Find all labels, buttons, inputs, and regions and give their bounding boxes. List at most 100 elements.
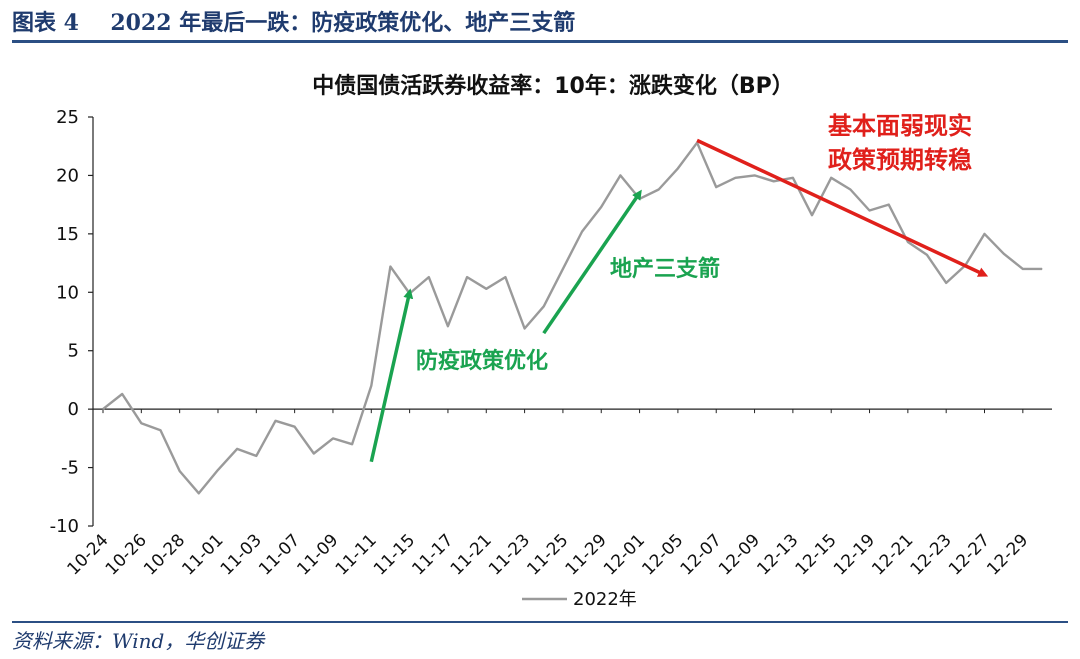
x-tick-label: 12-21	[868, 530, 917, 579]
arrow-property-policy	[542, 189, 642, 335]
x-tick-label: 12-07	[677, 530, 726, 579]
data-point	[753, 174, 756, 177]
arrow-downtrend	[696, 138, 989, 277]
data-point	[677, 167, 679, 170]
data-point	[121, 393, 123, 395]
data-point	[198, 492, 200, 494]
data-point	[619, 174, 622, 177]
data-point	[179, 470, 181, 472]
x-tick-label: 10-28	[140, 530, 189, 579]
x-tick-label: 11-29	[562, 530, 611, 579]
data-point	[562, 268, 564, 270]
figure-label: 图表 4	[12, 10, 79, 36]
data-point	[1022, 268, 1024, 270]
data-point	[658, 188, 660, 191]
annotation-policy-stable: 政策预期转稳	[828, 145, 972, 174]
x-tick-label: 11-15	[370, 530, 419, 579]
data-point	[1003, 253, 1005, 255]
data-point	[466, 276, 468, 278]
data-point	[236, 448, 238, 450]
data-point	[830, 177, 832, 179]
data-point	[907, 241, 909, 243]
data-point	[792, 177, 794, 179]
x-tick-label: 12-23	[907, 530, 956, 579]
footer-divider	[12, 621, 1068, 623]
data-point	[428, 276, 430, 278]
x-tick-label: 12-27	[945, 530, 994, 579]
data-point	[370, 385, 372, 387]
data-point	[888, 204, 890, 206]
y-tick-label: 0	[68, 399, 79, 420]
y-tick-label: -5	[61, 458, 79, 479]
y-tick-label: 25	[56, 107, 79, 128]
x-tick-label: 10-26	[102, 530, 151, 579]
data-point	[447, 325, 449, 327]
x-tick-label: 11-21	[447, 530, 496, 579]
data-point	[734, 177, 736, 179]
plot-area	[102, 141, 1043, 495]
x-tick-label: 12-05	[638, 530, 687, 579]
x-tick-label: 12-09	[715, 530, 764, 579]
data-point	[638, 198, 641, 200]
data-point	[1041, 268, 1043, 270]
data-point	[600, 206, 602, 208]
data-point	[504, 276, 507, 278]
data-point	[543, 305, 545, 307]
figure-header: 图表 4 2022 年最后一跌：防疫政策优化、地产三支箭	[12, 6, 1068, 40]
data-point	[983, 233, 986, 235]
annotation-property-policy: 地产三支箭	[610, 256, 720, 282]
x-tick-label: 10-24	[63, 530, 112, 579]
arrow-epidemic-policy	[369, 288, 414, 463]
source-note: 资料来源：Wind，华创证券	[12, 629, 265, 653]
y-tick-label: 15	[56, 224, 79, 245]
data-point	[485, 288, 487, 290]
legend: 2022年	[522, 589, 637, 610]
x-tick-label: 12-15	[792, 530, 841, 579]
x-tick-label: 11-01	[178, 530, 227, 579]
x-tick-label: 12-13	[753, 530, 802, 579]
x-tick-label: 11-25	[523, 530, 572, 579]
legend-label: 2022年	[573, 589, 637, 610]
x-tick-label: 12-01	[600, 530, 649, 579]
data-point	[313, 452, 315, 455]
data-point	[159, 429, 162, 431]
data-point	[773, 180, 775, 182]
data-point	[868, 209, 871, 212]
header-divider	[12, 40, 1068, 43]
series-line-2022	[102, 141, 1042, 495]
data-point	[523, 327, 526, 330]
x-tick-label: 12-29	[983, 530, 1032, 579]
y-tick-label: -10	[50, 516, 79, 537]
y-tick-label: 10	[56, 282, 79, 303]
x-tick-label: 11-11	[332, 530, 381, 579]
chart-title: 中债国债活跃券收益率：10年：涨跌变化（BP）	[312, 73, 794, 99]
data-point	[332, 437, 334, 439]
x-tick-label: 12-19	[830, 530, 879, 579]
figure-title: 2022 年最后一跌：防疫政策优化、地产三支箭	[110, 10, 576, 36]
data-point	[389, 265, 392, 268]
annotation-weak-fundamentals: 基本面弱现实	[828, 111, 972, 140]
data-point	[715, 186, 717, 188]
data-point	[945, 282, 947, 284]
axes: -10 -5 0 5 10 15 20 25 10-2410-2610-2811-0111-03…	[50, 107, 1052, 579]
data-point	[294, 426, 296, 428]
annotation-epidemic-policy: 防疫政策优化	[416, 348, 548, 374]
x-tick-label: 11-23	[485, 530, 534, 579]
x-tick-label: 11-09	[293, 530, 342, 579]
y-tick-label: 20	[56, 165, 79, 186]
data-point	[140, 422, 142, 424]
x-tick-label: 11-17	[408, 530, 457, 579]
x-tick-label: 11-07	[255, 530, 304, 579]
y-tick-label: 5	[68, 341, 79, 362]
data-point	[811, 214, 813, 216]
data-point	[274, 420, 277, 422]
data-point	[255, 455, 257, 457]
data-point	[351, 443, 353, 445]
x-tick-label: 11-03	[217, 530, 266, 579]
data-point	[926, 254, 928, 256]
data-point	[102, 408, 104, 410]
data-point	[217, 469, 219, 471]
data-point	[849, 188, 851, 191]
